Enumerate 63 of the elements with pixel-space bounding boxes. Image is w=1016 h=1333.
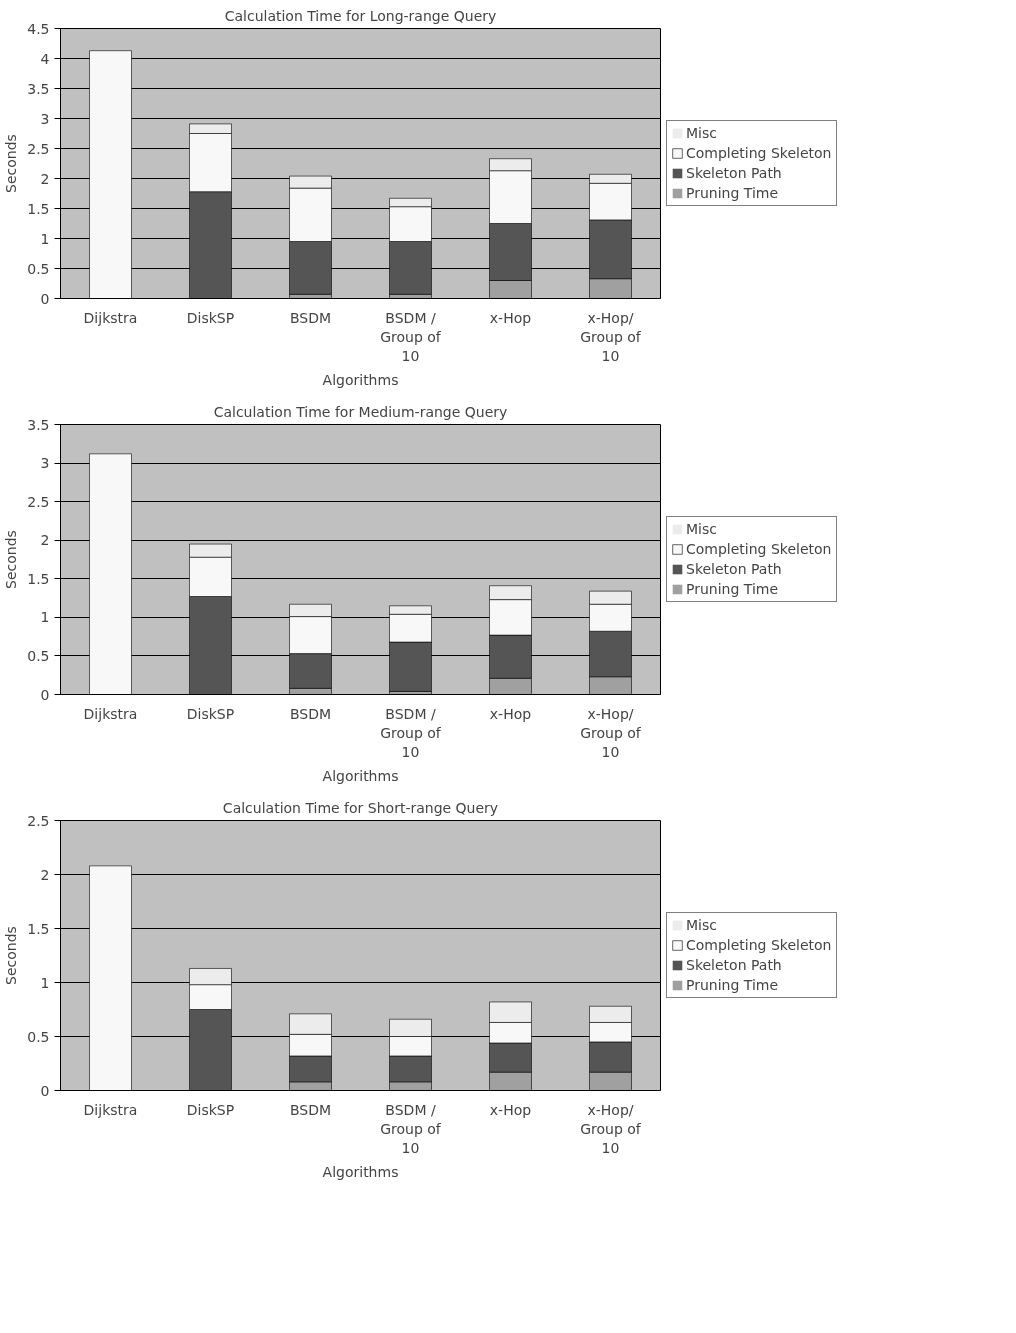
y-tick-label: 0.5: [27, 647, 50, 664]
y-tick-label: 1.5: [27, 920, 50, 937]
y-tick-label: 4.5: [27, 20, 50, 37]
legend-label: Pruning Time: [686, 581, 779, 597]
y-tick-label: 2.5: [27, 140, 50, 157]
x-tick-label: Dijkstra: [83, 309, 138, 326]
x-tick-label: BSDM: [289, 309, 332, 326]
x-tick-label: x-Hop/ Group of 10: [580, 705, 642, 760]
y-tick-label: 1: [40, 230, 50, 247]
chart-title: Calculation Time for Short-range Query: [222, 799, 499, 816]
y-tick-label: 3.5: [27, 416, 50, 433]
x-axis-title: Algorithms: [322, 1163, 399, 1180]
y-tick-label: 3: [40, 110, 50, 127]
y-tick-label: 0: [40, 290, 50, 307]
y-tick-label: 3: [40, 455, 50, 472]
y-tick-label: 2: [40, 532, 50, 549]
y-axis-title: Seconds: [3, 530, 20, 589]
chart-title: Calculation Time for Medium-range Query: [213, 403, 508, 420]
y-tick-label: 2.5: [27, 493, 50, 510]
y-tick-label: 1: [40, 974, 50, 991]
legend-label: Completing Skeleton: [686, 145, 832, 161]
x-tick-label: x-Hop/ Group of 10: [580, 309, 642, 364]
x-tick-label: x-Hop/ Group of 10: [580, 1101, 642, 1156]
x-tick-label: BSDM / Group of 10: [380, 705, 442, 760]
legend-label: Skeleton Path: [686, 165, 782, 181]
x-tick-label: BSDM: [289, 705, 332, 722]
legend-label: Completing Skeleton: [686, 541, 832, 557]
x-axis-title: Algorithms: [322, 371, 399, 388]
x-tick-label: BSDM / Group of 10: [380, 309, 442, 364]
y-tick-label: 3.5: [27, 80, 50, 97]
y-tick-label: 1: [40, 609, 50, 626]
x-tick-label: x-Hop: [489, 705, 532, 722]
y-axis-title: Seconds: [3, 926, 20, 985]
legend-label: Skeleton Path: [686, 561, 782, 577]
y-tick-label: 0.5: [27, 1028, 50, 1045]
y-axis-title: Seconds: [3, 134, 20, 193]
y-tick-label: 0: [40, 686, 50, 703]
x-tick-label: DiskSP: [186, 309, 235, 326]
x-tick-label: x-Hop: [489, 1101, 532, 1118]
y-tick-label: 2: [40, 866, 50, 883]
y-tick-label: 2: [40, 170, 50, 187]
legend-label: Misc: [686, 125, 717, 141]
legend-label: Skeleton Path: [686, 957, 782, 973]
x-tick-label: BSDM / Group of 10: [380, 1101, 442, 1156]
x-tick-label: DiskSP: [186, 705, 235, 722]
x-tick-label: BSDM: [289, 1101, 332, 1118]
chart-title: Calculation Time for Long-range Query: [224, 7, 497, 24]
legend-label: Pruning Time: [686, 977, 779, 993]
y-tick-label: 1.5: [27, 200, 50, 217]
y-tick-label: 2.5: [27, 812, 50, 829]
legend-label: Completing Skeleton: [686, 937, 832, 953]
x-tick-label: DiskSP: [186, 1101, 235, 1118]
x-axis-title: Algorithms: [322, 767, 399, 784]
y-tick-label: 1.5: [27, 570, 50, 587]
y-tick-label: 0: [40, 1082, 50, 1099]
legend-label: Misc: [686, 521, 717, 537]
legend-label: Misc: [686, 917, 717, 933]
x-tick-label: Dijkstra: [83, 1101, 138, 1118]
x-tick-label: Dijkstra: [83, 705, 138, 722]
legend-label: Pruning Time: [686, 185, 779, 201]
y-tick-label: 0.5: [27, 260, 50, 277]
x-tick-label: x-Hop: [489, 309, 532, 326]
y-tick-label: 4: [40, 50, 50, 67]
